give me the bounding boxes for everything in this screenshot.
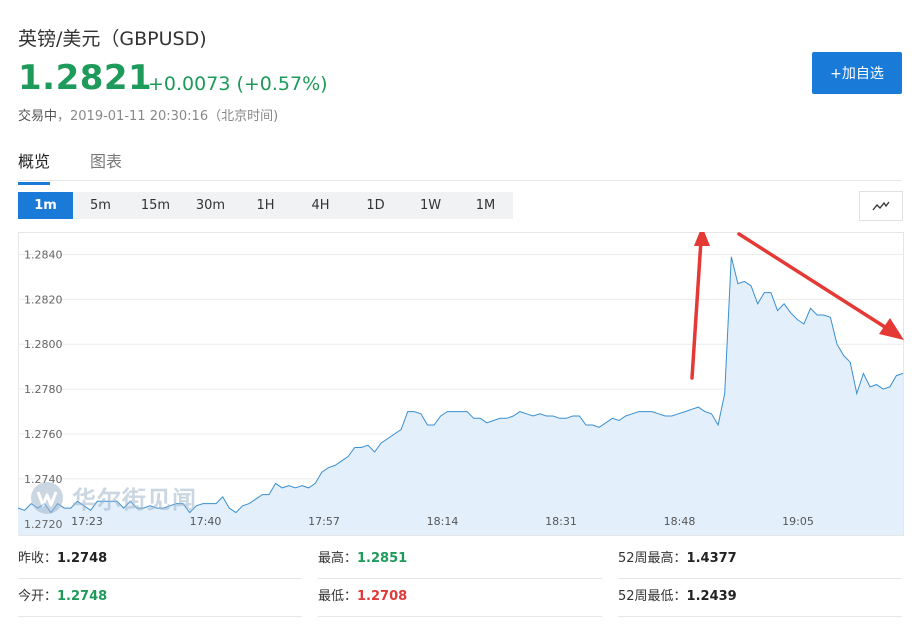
y-tick-label: 1.2760	[24, 428, 63, 441]
x-tick-label: 18:31	[545, 515, 577, 528]
stat-value: 1.2708	[357, 589, 408, 604]
x-axis: 17:23 17:40 17:57 18:14 18:31 18:48 19:05	[71, 515, 814, 528]
period-selector: 1m 5m 15m 30m 1H 4H 1D 1W 1M	[18, 192, 513, 219]
annotation-arrow-up	[690, 238, 703, 380]
stat-label: 52周最低：	[618, 589, 687, 604]
x-tick-label: 18:48	[664, 515, 696, 528]
current-price: 1.2821	[18, 58, 153, 98]
line-chart-icon	[872, 201, 890, 211]
y-tick-label: 1.2840	[24, 248, 63, 261]
period-4h[interactable]: 4H	[311, 198, 330, 213]
price-change: +0.0073 (+0.57%)	[148, 73, 328, 95]
chart-type-button[interactable]	[859, 191, 903, 221]
period-5m[interactable]: 5m	[90, 198, 111, 213]
stat-value: 1.2748	[57, 589, 108, 604]
trading-status: 交易中，2019-01-11 20:30:16（北京时间)	[18, 105, 278, 124]
chart-series	[18, 256, 904, 535]
period-1m[interactable]: 1m	[18, 192, 73, 219]
y-tick-label: 1.2820	[24, 293, 63, 306]
stat-open: 今开：1.2748	[18, 578, 302, 617]
stat-label: 最高：	[318, 551, 358, 566]
period-1h[interactable]: 1H	[256, 198, 275, 213]
price-chart[interactable]: 1.28401.28201.28001.27801.27601.27401.27…	[18, 232, 904, 536]
stat-52w-low: 52周最低：1.2439	[618, 578, 902, 617]
y-tick-label: 1.2720	[24, 518, 63, 531]
stat-low: 最低：1.2708	[318, 578, 602, 617]
x-tick-label: 19:05	[782, 515, 814, 528]
period-1mo[interactable]: 1M	[475, 198, 496, 213]
y-tick-label: 1.2780	[24, 383, 63, 396]
stat-prev-close: 昨收：1.2748	[18, 540, 302, 579]
stat-value: 1.2439	[686, 589, 737, 604]
watermark: 华尔街见闻	[30, 480, 197, 515]
chart-annotations	[690, 232, 904, 380]
period-15m[interactable]: 15m	[140, 198, 171, 213]
stat-value: 1.2851	[357, 551, 408, 566]
stat-label: 52周最高：	[618, 551, 687, 566]
annotation-arrow-down-head	[879, 318, 904, 340]
annotation-arrow-down	[737, 232, 890, 331]
annotation-arrow-up-head	[694, 232, 710, 246]
y-tick-label: 1.2800	[24, 338, 63, 351]
series-line	[18, 256, 904, 514]
tab-chart[interactable]: 图表	[90, 152, 123, 171]
period-30m[interactable]: 30m	[195, 198, 226, 213]
x-tick-label: 17:40	[190, 515, 222, 528]
x-tick-label: 18:14	[427, 515, 459, 528]
y-axis: 1.28401.28201.28001.27801.27601.27401.27…	[24, 248, 63, 530]
tab-overview[interactable]: 概览	[18, 148, 51, 185]
stat-label: 最低：	[318, 589, 358, 604]
period-1w[interactable]: 1W	[419, 198, 442, 213]
stat-52w-high: 52周最高：1.4377	[618, 540, 902, 579]
stats-grid: 昨收：1.2748 最高：1.2851 52周最高：1.4377 今开：1.27…	[18, 540, 902, 620]
status-label: 交易中	[18, 109, 58, 124]
period-1d[interactable]: 1D	[366, 198, 385, 213]
stat-value: 1.2748	[57, 551, 108, 566]
add-watchlist-button[interactable]: +加自选	[812, 52, 902, 94]
stat-label: 昨收：	[18, 551, 58, 566]
x-tick-label: 17:23	[71, 515, 103, 528]
x-tick-label: 17:57	[308, 515, 340, 528]
watermark-text: 华尔街见闻	[72, 485, 197, 514]
series-area	[18, 256, 903, 535]
tab-bar: 概览 图表	[18, 140, 902, 185]
status-time: ，2019-01-11 20:30:16（北京时间)	[57, 109, 279, 124]
stat-value: 1.4377	[686, 551, 737, 566]
stat-high: 最高：1.2851	[318, 540, 602, 579]
stat-label: 今开：	[18, 589, 58, 604]
watermark-logo-icon	[31, 481, 63, 514]
instrument-title: 英镑/美元（GBPUSD)	[18, 28, 207, 50]
